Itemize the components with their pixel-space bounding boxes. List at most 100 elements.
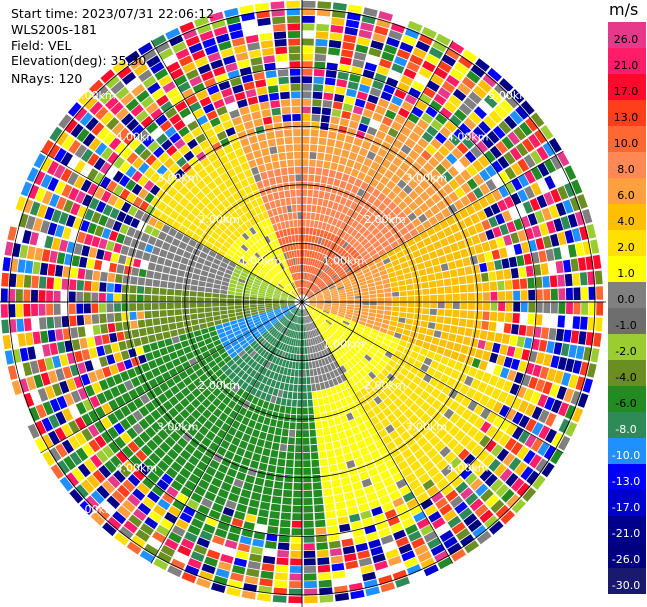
- radar-gate: [152, 287, 160, 295]
- radar-gate: [308, 174, 315, 182]
- radar-gate: [311, 330, 316, 338]
- radar-gate: [289, 68, 301, 76]
- radar-gate: [287, 299, 295, 302]
- radar-gate: [93, 157, 106, 171]
- radar-gate: [247, 337, 256, 345]
- radar-gate: [562, 199, 574, 214]
- radar-gate: [285, 197, 291, 206]
- colorbar-swatch: [608, 334, 646, 360]
- radar-gate: [324, 357, 330, 365]
- radar-gate: [235, 471, 246, 481]
- radar-gate: [147, 334, 157, 343]
- radar-gate: [144, 414, 156, 426]
- radar-gate: [298, 316, 301, 324]
- radar-gate: [212, 217, 222, 227]
- radar-gate: [234, 430, 244, 440]
- radar-gate: [492, 365, 503, 376]
- radar-gate: [382, 452, 393, 463]
- radar-gate: [188, 223, 198, 233]
- radar-gate: [488, 216, 499, 228]
- radar-gate: [497, 312, 505, 322]
- radar-gate: [100, 323, 109, 334]
- radar-gate: [425, 395, 436, 406]
- radar-gate: [492, 342, 501, 354]
- radar-gate: [437, 302, 445, 309]
- radar-gate: [243, 290, 251, 294]
- radar-gate: [382, 377, 392, 387]
- radar-gate: [302, 68, 313, 76]
- radar-gate: [340, 249, 347, 257]
- radar-gate: [231, 141, 242, 151]
- radar-gate: [137, 502, 152, 516]
- radar-gate: [443, 348, 453, 358]
- radar-gate: [424, 209, 434, 219]
- radar-gate: [437, 404, 448, 415]
- radar-gate: [316, 390, 323, 399]
- radar-gate: [62, 227, 72, 240]
- radar-gate: [240, 489, 252, 499]
- radar-gate: [273, 305, 280, 309]
- radar-gate: [290, 353, 294, 361]
- radar-gate: [121, 201, 132, 213]
- radar-gate: [382, 207, 392, 216]
- radar-gate: [359, 369, 368, 378]
- radar-gate: [174, 74, 188, 87]
- radar-gate: [295, 288, 299, 296]
- radar-gate: [324, 295, 331, 299]
- radar-gate: [269, 371, 275, 379]
- radar-gate: [265, 305, 273, 308]
- radar-gate: [397, 460, 409, 471]
- radar-gate: [302, 249, 305, 257]
- radar-gate: [239, 258, 247, 265]
- radar-gate: [396, 425, 407, 436]
- radar-gate: [274, 266, 280, 273]
- radar-gate: [275, 264, 282, 272]
- radar-gate: [277, 284, 284, 290]
- radar-gate: [465, 492, 479, 506]
- radar-gate: [253, 118, 263, 127]
- radar-gate: [307, 281, 311, 289]
- radar-gate: [327, 355, 333, 364]
- radar-gate: [280, 326, 286, 333]
- radar-gate: [130, 217, 140, 229]
- radar-gate: [316, 549, 329, 558]
- radar-gate: [241, 590, 256, 600]
- radar-gate: [324, 277, 331, 283]
- radar-gate: [377, 147, 388, 158]
- radar-gate: [302, 159, 309, 167]
- radar-gate: [226, 587, 241, 597]
- radar-gate: [398, 382, 407, 392]
- radar-gate: [154, 447, 166, 459]
- radar-gate: [196, 201, 206, 212]
- radar-gate: [431, 411, 443, 422]
- radar-gate: [220, 310, 228, 315]
- radar-gate: [511, 324, 519, 335]
- radar-gate: [306, 212, 311, 220]
- radar-gate: [84, 384, 96, 397]
- radar-gate: [216, 130, 228, 141]
- radar-gate: [223, 325, 232, 332]
- radar-gate: [51, 209, 62, 223]
- radar-gate: [288, 361, 293, 369]
- radar-gate: [296, 280, 299, 288]
- colorbar-swatch: [608, 438, 646, 464]
- radar-gate: [134, 209, 145, 220]
- radar-gate: [264, 322, 272, 329]
- radar-gate: [336, 237, 343, 245]
- radar-gate: [400, 75, 414, 86]
- radar-gate: [474, 504, 489, 518]
- radar-gate: [178, 144, 190, 156]
- radar-gate: [535, 379, 546, 392]
- radar-gate: [319, 325, 326, 332]
- radar-gate: [411, 161, 422, 173]
- radar-gate: [225, 269, 233, 275]
- radar-gate: [309, 283, 314, 290]
- radar-gate: [378, 249, 386, 257]
- radar-gate: [551, 399, 563, 414]
- radar-gate: [208, 135, 219, 146]
- radar-gate: [518, 324, 527, 336]
- radar-gate: [483, 302, 490, 311]
- radar-gate: [271, 107, 281, 116]
- radar-gate: [381, 355, 390, 364]
- radar-gate: [387, 515, 400, 527]
